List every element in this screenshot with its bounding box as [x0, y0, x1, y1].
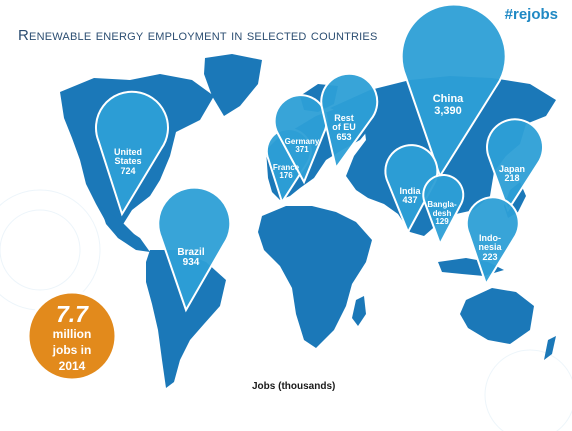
pin-country-name: States	[114, 156, 142, 167]
pin-label-france: France 176	[264, 162, 308, 181]
pin-job-value: 176	[279, 170, 293, 180]
hashtag: #rejobs	[504, 6, 558, 23]
page-title: Renewable energy employment in selected …	[18, 27, 378, 44]
total-badge-line: million	[52, 327, 92, 341]
marker-pins	[95, 3, 545, 313]
pin-label-china: China 3,390	[396, 94, 500, 117]
pin-label-indonesia: Indo-nesia 223	[464, 232, 516, 262]
pin-label-india: India 437	[384, 185, 436, 206]
pin-country-name: China	[432, 93, 464, 106]
south-america	[146, 250, 226, 388]
total-badge-circle	[26, 290, 118, 382]
pin-job-value: 371	[295, 144, 309, 154]
total-badge	[26, 290, 118, 382]
new-zealand	[544, 336, 556, 360]
pin-label-japan: Japan 218	[484, 163, 540, 184]
total-badge-line: jobs in	[52, 343, 92, 357]
pin-label-restofeu: Rest of EU 653	[316, 112, 372, 142]
pin-country-name: desh	[432, 208, 452, 218]
total-badge-text: 7.7 million jobs in 2014	[33, 303, 111, 374]
map-pin-restofeu	[320, 72, 379, 171]
pin-country-name: India	[399, 185, 421, 196]
map-pin-brazil	[157, 186, 232, 313]
pin-country-name: Bangla-	[427, 200, 457, 210]
total-badge-line: 2014	[58, 359, 86, 373]
pin-country-name: Brazil	[177, 246, 205, 258]
unit-label: Jobs (thousands)	[252, 381, 336, 392]
pin-country-name: Germany	[284, 136, 320, 146]
pin-job-value: 3,390	[434, 104, 462, 117]
central-america	[100, 206, 142, 248]
map-pin-bangladesh	[422, 173, 465, 247]
pin-label-brazil: Brazil 934	[155, 246, 227, 269]
greenland	[204, 54, 262, 116]
pin-job-value: 724	[120, 165, 136, 176]
pin-label-germany: Germany 371	[276, 136, 328, 155]
pin-country-name: Rest	[334, 112, 354, 123]
pin-label-bangladesh: Bangla-desh 129	[422, 200, 462, 227]
map-pin-unitedstates	[95, 90, 169, 217]
map-pin-china	[400, 3, 507, 179]
pin-label-unitedstates: United States 724	[92, 146, 164, 176]
pin-country-name: of EU	[332, 122, 356, 133]
total-badge-number: 7.7	[56, 301, 88, 327]
pin-job-value: 934	[182, 257, 200, 268]
africa	[258, 206, 372, 348]
pin-country-name: United	[114, 146, 142, 157]
pin-country-name: nesia	[478, 242, 502, 253]
pin-job-value: 437	[402, 194, 418, 205]
pin-country-name: Japan	[498, 163, 525, 174]
map-pin-indonesia	[465, 196, 520, 287]
australia	[460, 288, 534, 344]
pin-country-name: Indo-	[479, 232, 501, 243]
map-pin-india	[384, 144, 439, 235]
madagascar	[352, 296, 366, 326]
map-pin-japan	[486, 118, 545, 213]
pin-job-value: 129	[435, 217, 449, 227]
pin-country-name: France	[272, 162, 300, 172]
pin-job-value: 223	[482, 251, 498, 262]
pin-job-value: 653	[336, 131, 352, 142]
pin-job-value: 218	[504, 172, 520, 183]
